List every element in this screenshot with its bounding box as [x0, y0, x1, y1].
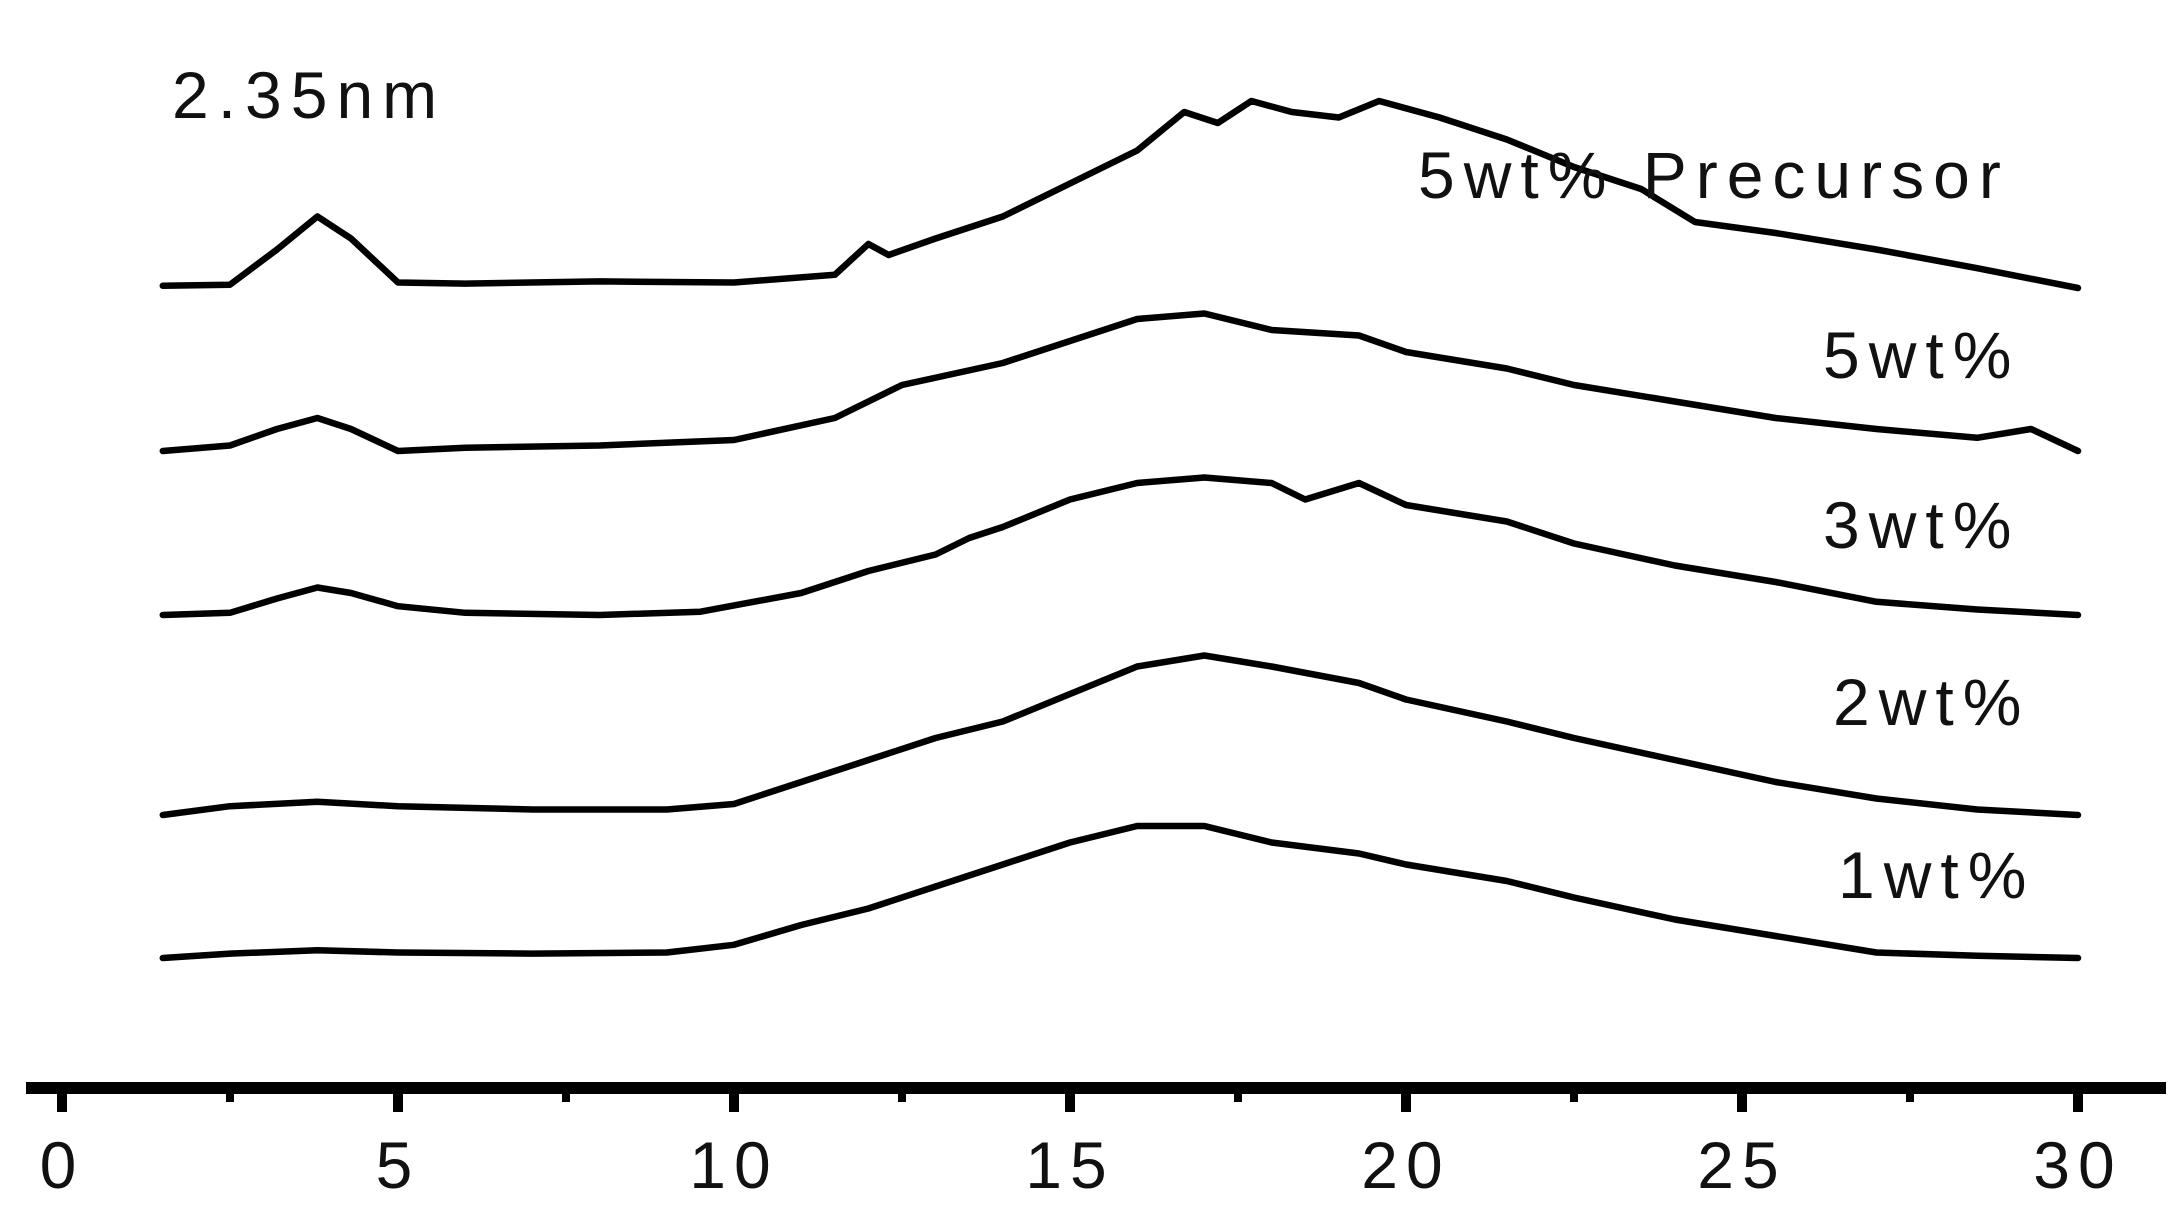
x-tick-label: 20: [1361, 1128, 1450, 1202]
series-line-4: [159, 652, 2082, 819]
series-label-4: 2wt%: [1833, 665, 2030, 739]
x-tick-label: 0: [40, 1128, 85, 1202]
series-labels: 5wt% Precursor 5wt% 3wt% 2wt% 1wt%: [1418, 138, 2035, 912]
x-tick-label: 15: [1025, 1128, 1114, 1202]
series-line-2: [159, 310, 2082, 455]
x-tick-label: 10: [689, 1128, 778, 1202]
x-tick-label: 30: [2033, 1128, 2122, 1202]
series-label-2: 5wt%: [1823, 318, 2020, 392]
series-traces: [159, 97, 2082, 962]
x-axis: 0 5 10 15 20 25 30: [26, 1082, 2166, 1202]
x-tick-label: 5: [376, 1128, 421, 1202]
series-line-1: [159, 97, 2082, 292]
series-label-3: 3wt%: [1823, 488, 2020, 562]
series-label-5: 1wt%: [1838, 838, 2035, 912]
peak-annotation: 2.35nm: [172, 58, 446, 132]
series-line-3: [159, 474, 2082, 619]
series-line-5: [159, 822, 2082, 962]
x-tick-label: 25: [1697, 1128, 1786, 1202]
series-label-1: 5wt% Precursor: [1418, 138, 2010, 212]
